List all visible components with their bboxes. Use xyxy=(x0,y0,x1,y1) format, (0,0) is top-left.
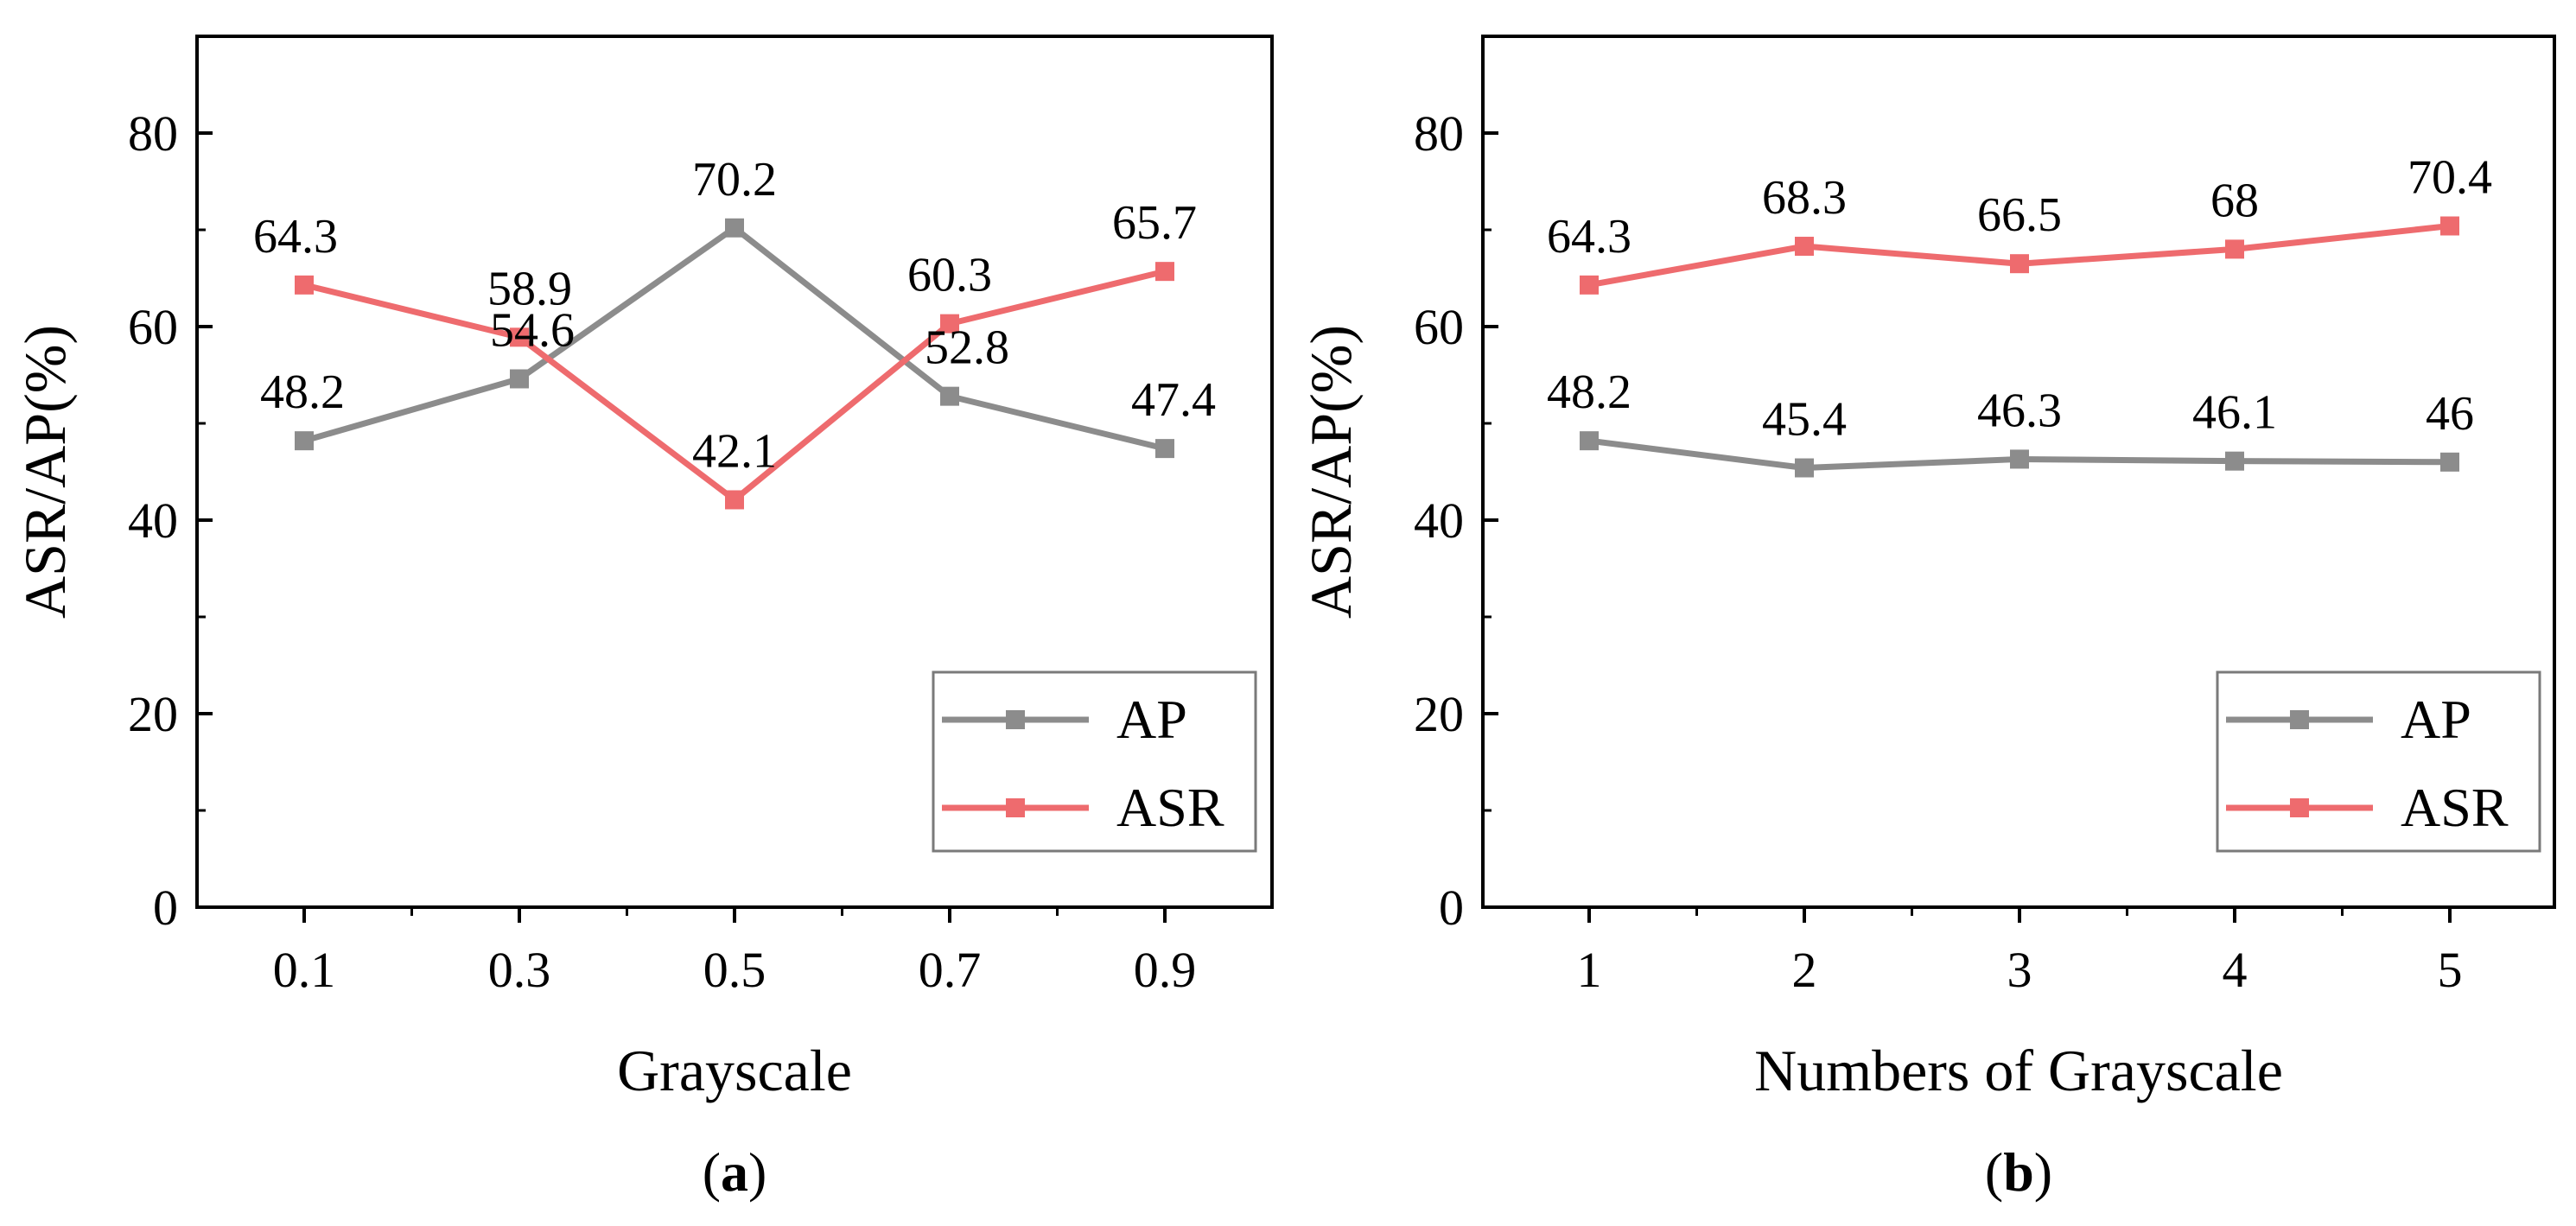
data-point-ap xyxy=(2225,451,2244,471)
y-tick-label: 0 xyxy=(153,880,178,936)
panel-label-open-paren: ( xyxy=(703,1141,721,1203)
data-point-asr xyxy=(2010,254,2029,274)
series-line-ap xyxy=(303,225,1166,452)
y-tick-label: 60 xyxy=(1414,299,1464,355)
data-label-asr: 64.3 xyxy=(253,210,338,264)
x-axis-title: Grayscale xyxy=(617,1038,852,1103)
data-point-asr xyxy=(510,327,529,347)
legend: AP ASR xyxy=(932,670,1257,853)
y-tick-label: 80 xyxy=(1414,105,1464,162)
y-axis-title: ASR/AP(%) xyxy=(12,325,78,619)
data-label-asr: 60.3 xyxy=(907,249,992,302)
data-point-ap xyxy=(2010,449,2029,469)
legend-label-ap: AP xyxy=(2401,689,2471,750)
data-point-ap xyxy=(1155,439,1174,459)
data-label-ap: 70.2 xyxy=(692,153,777,206)
data-point-asr xyxy=(2440,216,2459,236)
x-tick-label: 0.3 xyxy=(488,942,551,998)
legend-box xyxy=(932,670,1257,853)
data-point-ap xyxy=(725,218,744,238)
legend-marker-asr xyxy=(1006,798,1025,817)
data-label-asr: 58.9 xyxy=(487,262,572,315)
data-label-asr: 65.7 xyxy=(1112,196,1197,250)
y-tick-label: 20 xyxy=(1414,686,1464,742)
data-label-ap: 47.4 xyxy=(1131,373,1216,427)
data-point-ap xyxy=(1580,431,1599,451)
data-label-ap: 54.6 xyxy=(490,303,575,357)
x-axis-title: Numbers of Grayscale xyxy=(1754,1038,2283,1103)
data-label-ap: 48.2 xyxy=(1547,365,1631,419)
x-tick-label: 0.7 xyxy=(919,942,982,998)
legend-marker-ap xyxy=(2290,710,2309,729)
data-label-ap: 46.3 xyxy=(1977,384,2062,437)
y-tick-label: 20 xyxy=(128,686,178,742)
data-label-ap: 46.1 xyxy=(2192,386,2277,440)
data-label-asr: 68 xyxy=(2210,174,2259,227)
y-tick-label: 80 xyxy=(128,105,178,162)
legend-label-ap: AP xyxy=(1116,689,1187,750)
data-label-asr: 66.5 xyxy=(1977,188,2062,242)
y-tick-label: 60 xyxy=(128,299,178,355)
data-point-asr xyxy=(1795,237,1814,257)
y-axis-title: ASR/AP(%) xyxy=(1298,325,1364,619)
x-tick-label: 0.5 xyxy=(703,942,766,998)
legend-box xyxy=(2216,670,2541,853)
legend-label-asr: ASR xyxy=(2401,777,2509,838)
data-point-asr xyxy=(1580,275,1599,295)
x-tick-label: 5 xyxy=(2438,942,2463,998)
legend-marker-asr xyxy=(2290,798,2309,817)
x-tick-label: 1 xyxy=(1577,942,1602,998)
legend-marker-ap xyxy=(1006,710,1025,729)
chart-panel-a: 0 20 40 60 80 0.1 0.3 0.5 0.7 0.9 ASR/AP(%) Graysca… xyxy=(12,35,1274,1203)
x-tick-label: 0.9 xyxy=(1134,942,1197,998)
data-label-asr: 70.4 xyxy=(2407,151,2492,205)
data-point-ap xyxy=(2440,452,2459,472)
data-point-asr xyxy=(295,275,314,295)
data-point-asr xyxy=(1155,262,1174,282)
panel-label-close-paren: ) xyxy=(2034,1141,2052,1203)
data-label-ap: 48.2 xyxy=(260,365,345,419)
data-point-asr xyxy=(2225,239,2244,259)
data-point-ap xyxy=(295,431,314,451)
panel-label: (a) xyxy=(703,1141,767,1203)
x-tick-label: 4 xyxy=(2223,942,2248,998)
y-tick-label: 0 xyxy=(1439,880,1464,936)
x-tick-label: 2 xyxy=(1792,942,1817,998)
chart-panel-b: 0 20 40 60 80 1 2 3 4 5 ASR/AP(%) Numbers of Graysc… xyxy=(1298,35,2556,1203)
data-point-ap xyxy=(1795,458,1814,478)
data-label-ap: 45.4 xyxy=(1762,393,1847,447)
y-tick-label: 40 xyxy=(1414,492,1464,549)
data-label-asr: 68.3 xyxy=(1762,171,1847,225)
data-point-asr xyxy=(725,490,744,510)
x-tick-label: 3 xyxy=(2007,942,2032,998)
panel-label: (b) xyxy=(1985,1141,2052,1203)
panel-label-open-paren: ( xyxy=(1985,1141,2003,1203)
panel-label-close-paren: ) xyxy=(748,1141,766,1203)
data-point-ap xyxy=(940,386,959,406)
y-tick-label: 40 xyxy=(128,492,178,549)
legend: AP ASR xyxy=(2216,670,2541,853)
panel-label-letter: b xyxy=(2003,1141,2034,1203)
data-label-asr: 64.3 xyxy=(1547,210,1631,264)
data-label-ap: 46 xyxy=(2426,387,2474,441)
data-point-ap xyxy=(510,369,529,389)
x-tick-label: 0.1 xyxy=(273,942,336,998)
legend-label-asr: ASR xyxy=(1116,777,1224,838)
data-label-asr: 42.1 xyxy=(692,424,777,478)
data-point-asr xyxy=(940,314,959,333)
panel-label-letter: a xyxy=(721,1141,748,1203)
data-label-ap: 52.8 xyxy=(925,321,1009,375)
